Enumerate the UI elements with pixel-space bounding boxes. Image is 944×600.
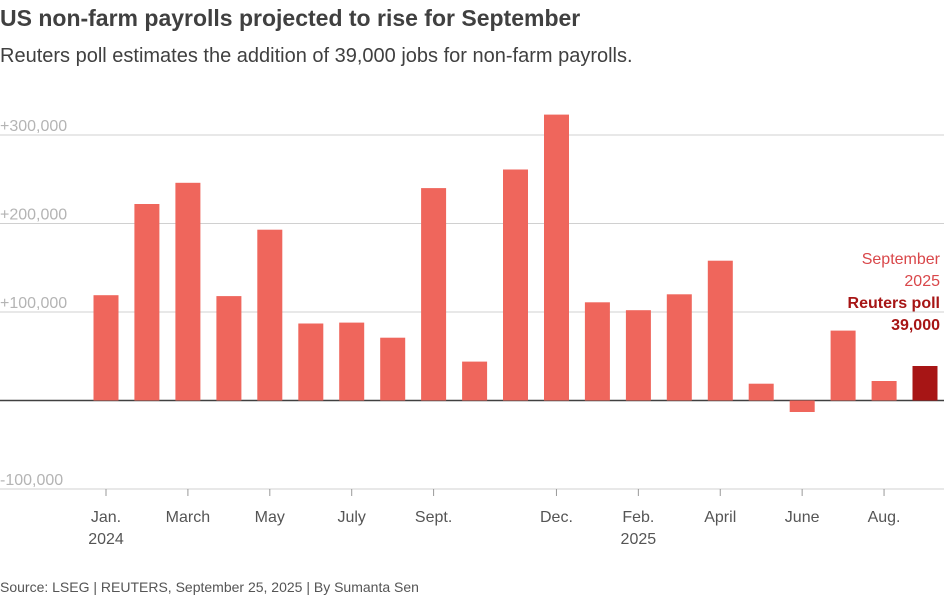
annotation-year: 2025: [904, 273, 940, 290]
y-tick-label: +100,000: [0, 295, 67, 312]
x-tick-label: Sept.: [415, 509, 452, 526]
bar-sep-2025: [912, 366, 938, 401]
bars: [93, 114, 938, 412]
x-tick-label: April: [704, 509, 736, 526]
bar-jan-2024: [93, 295, 119, 401]
bar-aug-2025: [871, 381, 897, 401]
bar-oct-2024: [462, 361, 488, 401]
bar-sep-2024: [421, 188, 447, 401]
bar-mar-2025: [666, 294, 692, 401]
bar-dec-2024: [544, 114, 569, 401]
bar-jun-2025: [789, 400, 815, 412]
x-tick-label: March: [166, 509, 210, 526]
x-tick-label: May: [255, 509, 285, 526]
y-tick-label: -100,000: [0, 472, 63, 489]
bar-may-2024: [257, 229, 283, 401]
bar-mar-2024: [175, 182, 201, 401]
bar-feb-2025: [625, 310, 651, 401]
chart-title: US non-farm payrolls projected to rise f…: [0, 5, 581, 31]
x-tick-label: Aug.: [868, 509, 901, 526]
x-tick-label: June: [785, 509, 820, 526]
y-tick-label: +200,000: [0, 207, 67, 224]
annotation-poll-value: 39,000: [891, 317, 940, 334]
x-axis: Jan. 2024 March May July Sept. Dec. Feb. 2025 Apr…: [88, 489, 901, 548]
x-tick-label: Dec.: [540, 509, 573, 526]
bar-nov-2024: [503, 169, 528, 401]
x-tick-label: Jan.: [91, 509, 121, 526]
x-tick-label: July: [337, 509, 365, 526]
bar-apr-2025: [707, 260, 733, 401]
bar-may-2025: [748, 383, 774, 401]
bar-jan-2025: [584, 302, 610, 401]
x-tick-label: Feb.: [622, 509, 654, 526]
reuters-poll-annotation: September 2025 Reuters poll 39,000: [848, 251, 941, 334]
chart-subtitle: Reuters poll estimates the addition of 3…: [0, 45, 633, 67]
bar-apr-2024: [216, 296, 242, 401]
bar-feb-2024: [134, 204, 160, 401]
bar-aug-2024: [380, 337, 406, 401]
annotation-poll-label: Reuters poll: [848, 295, 940, 312]
x-tick-label: 2024: [88, 531, 124, 548]
bar-jul-2024: [339, 322, 365, 401]
bar-jul-2025: [830, 330, 856, 401]
source-note: Source: LSEG | REUTERS, September 25, 20…: [0, 579, 419, 595]
annotation-month: September: [862, 251, 941, 268]
bar-jun-2024: [298, 323, 324, 401]
y-tick-label: +300,000: [0, 118, 67, 135]
x-tick-label: 2025: [621, 531, 657, 548]
